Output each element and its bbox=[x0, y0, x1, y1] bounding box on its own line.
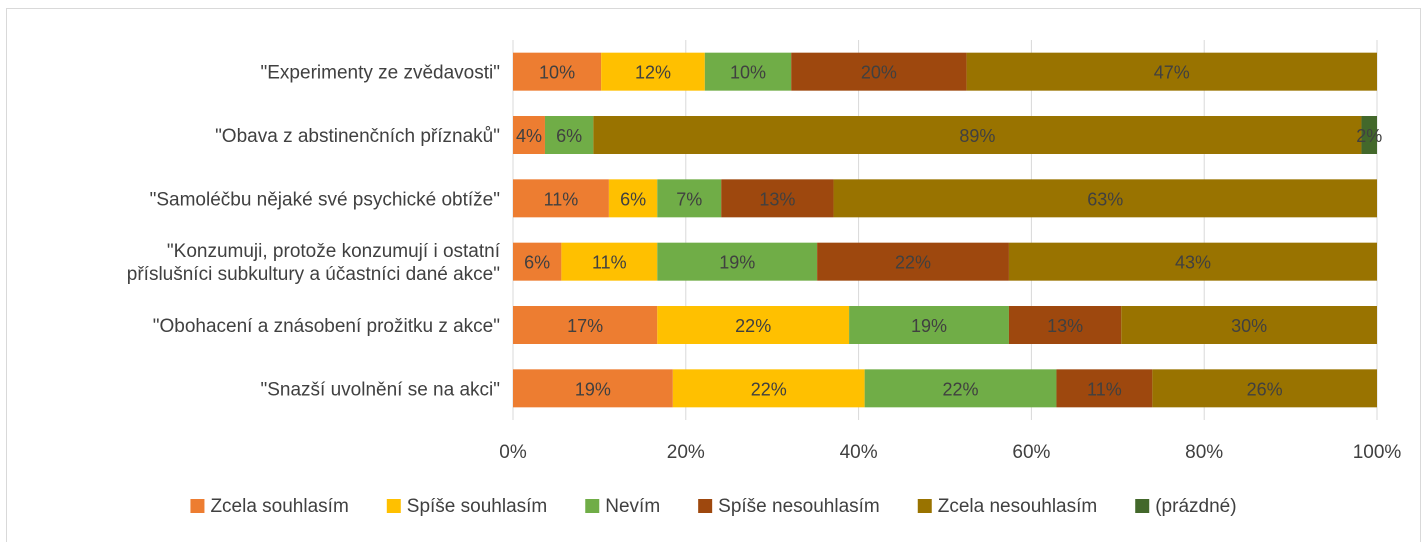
data-label: 10% bbox=[730, 63, 766, 83]
data-label: 22% bbox=[895, 253, 931, 273]
bar-segment bbox=[672, 369, 865, 408]
bar-segment bbox=[513, 306, 658, 344]
data-label: 4% bbox=[516, 126, 542, 146]
bar-segment bbox=[657, 242, 818, 281]
category-label: "Konzumuji, protože konzumují i ostatní bbox=[167, 241, 501, 262]
legend-swatch bbox=[698, 499, 713, 513]
legend-swatch bbox=[585, 499, 600, 513]
data-label: 13% bbox=[759, 189, 795, 209]
bar-segment bbox=[704, 52, 792, 91]
bar-segment bbox=[513, 242, 562, 281]
data-label: 11% bbox=[1087, 379, 1122, 399]
data-label: 19% bbox=[719, 253, 755, 273]
bar-segment bbox=[513, 116, 545, 154]
legend-label: Nevím bbox=[605, 496, 660, 517]
category-labels: "Experimenty ze zvědavosti" "Obava z abst… bbox=[127, 63, 501, 401]
bar-segment bbox=[1152, 369, 1377, 408]
data-label: 17% bbox=[567, 316, 603, 336]
bar-segment bbox=[601, 52, 705, 91]
x-tick-label: 20% bbox=[667, 442, 705, 463]
bar-segment bbox=[1056, 369, 1153, 408]
bar-segment bbox=[1121, 306, 1377, 344]
bar-segment bbox=[513, 369, 673, 408]
data-label: 22% bbox=[943, 379, 979, 399]
data-label: 30% bbox=[1231, 316, 1267, 336]
bar-segment bbox=[513, 52, 602, 91]
data-label: 6% bbox=[524, 253, 550, 273]
bar-segment bbox=[849, 306, 1009, 344]
legend: Zcela souhlasím Spíše souhlasím Nevím Spíše… bbox=[190, 496, 1237, 517]
bar-segment bbox=[1361, 116, 1377, 154]
bar-segment bbox=[561, 242, 658, 281]
bar-segment bbox=[608, 179, 658, 218]
data-label: 19% bbox=[575, 379, 611, 399]
bar-segment bbox=[544, 116, 594, 154]
category-label: "Obava z abstinenčních příznaků" bbox=[215, 126, 500, 147]
x-tick-label: 40% bbox=[840, 442, 878, 463]
x-tick-label: 100% bbox=[1353, 442, 1402, 463]
bar-segment bbox=[1008, 306, 1122, 344]
bar-segment bbox=[966, 52, 1377, 91]
legend-label: Spíše souhlasím bbox=[407, 496, 547, 517]
data-label: 89% bbox=[959, 126, 995, 146]
data-label: 63% bbox=[1087, 189, 1123, 209]
category-label: "Obohacení a znásobení prožitku z akce" bbox=[153, 316, 500, 337]
data-label: 19% bbox=[911, 316, 947, 336]
category-label: "Experimenty ze zvědavosti" bbox=[261, 63, 500, 84]
x-tick-label: 60% bbox=[1012, 442, 1050, 463]
bar-segment bbox=[817, 242, 1009, 281]
data-label: 6% bbox=[556, 126, 582, 146]
x-tick-label: 80% bbox=[1185, 442, 1223, 463]
category-label: "Snazší uvolnění se na akci" bbox=[260, 379, 500, 400]
bar-segment bbox=[657, 306, 850, 344]
bar-segment bbox=[833, 179, 1377, 218]
data-label: 43% bbox=[1175, 253, 1211, 273]
legend-label: Zcela nesouhlasím bbox=[938, 496, 1097, 517]
data-label: 6% bbox=[620, 189, 646, 209]
bar-segment bbox=[721, 179, 834, 218]
legend-swatch bbox=[1135, 499, 1150, 513]
gridlines bbox=[512, 40, 1378, 420]
data-label: 47% bbox=[1154, 63, 1190, 83]
data-label: 7% bbox=[676, 189, 702, 209]
legend-label: (prázdné) bbox=[1155, 496, 1236, 517]
legend-swatch bbox=[386, 499, 401, 513]
data-label: 20% bbox=[861, 63, 897, 83]
bar-segment bbox=[1008, 242, 1377, 281]
legend-swatch bbox=[917, 499, 932, 513]
bar-segment bbox=[593, 116, 1362, 154]
bar-segment bbox=[513, 179, 609, 218]
data-label: 11% bbox=[544, 189, 579, 209]
bar-series: 10% 12% 10% 20% 47% 4% 6% 89% 2% 11% 6% 7% 13% 63% 6% 1… bbox=[513, 52, 1382, 408]
data-label: 12% bbox=[635, 63, 671, 83]
legend-swatch bbox=[190, 499, 205, 513]
chart-frame bbox=[6, 8, 1421, 542]
legend-label: Zcela souhlasím bbox=[210, 496, 348, 517]
legend-label: Spíše nesouhlasím bbox=[718, 496, 880, 517]
data-label: 2% bbox=[1356, 126, 1382, 146]
data-label: 22% bbox=[751, 379, 787, 399]
bar-segment bbox=[864, 369, 1057, 408]
x-axis-ticks: 0% 20% 40% 60% 80% 100% bbox=[499, 442, 1401, 463]
data-label: 11% bbox=[592, 253, 627, 273]
data-label: 22% bbox=[735, 316, 771, 336]
category-label: "Samoléčbu nějaké své psychické obtíže" bbox=[150, 189, 500, 210]
x-tick-label: 0% bbox=[499, 442, 527, 463]
data-label: 26% bbox=[1247, 379, 1283, 399]
data-label: 10% bbox=[539, 63, 575, 83]
bar-segment bbox=[791, 52, 967, 91]
category-label: příslušníci subkultury a účastníci dané … bbox=[127, 264, 500, 285]
data-label: 13% bbox=[1047, 316, 1083, 336]
bar-segment bbox=[657, 179, 722, 218]
